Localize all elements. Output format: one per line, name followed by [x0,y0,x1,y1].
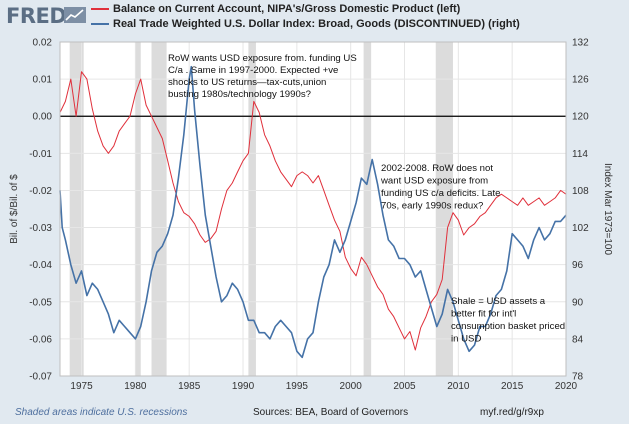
chart-footer: Shaded areas indicate U.S. recessions So… [0,404,629,424]
x-tick-label-9: 2020 [555,381,578,392]
legend-label-dollar-index: Real Trade Weighted U.S. Dollar Index: B… [113,18,520,30]
x-tick-label-3: 1990 [232,381,255,392]
x-tick-label-5: 2000 [340,381,363,392]
sources-text: Sources: BEA, Board of Governors [253,407,409,418]
legend-entry-current-account[interactable]: Balance on Current Account, NIPA's/Gross… [91,3,460,17]
x-tick-label-2: 1985 [178,381,201,392]
right-tick-label-7: 90 [572,297,584,308]
plot-border [59,41,567,377]
annotation-line: busting 1980s/technology 1990s? [168,89,311,100]
right-tick-label-9: 78 [572,372,584,383]
x-tick-label-0: 1975 [70,381,93,392]
axes: 0.02 0.01 0.00 -0.01 -0.02 -0.03 -0.04 -0.05 -0.… [9,38,613,393]
short-url-link[interactable]: myf.red/g/r9xp [480,407,544,418]
left-tick-label-6: -0.04 [29,260,52,271]
series-lines [59,65,567,359]
legend-swatch-red [91,8,109,11]
annotation-line: want USD exposure from [380,176,488,187]
right-tick-label-5: 102 [572,223,589,234]
left-tick-label-0: 0.02 [33,38,53,49]
left-tick-label-9: -0.07 [29,372,52,383]
current-account-line [59,71,567,351]
left-tick-label-1: 0.01 [33,75,53,86]
right-tick-label-3: 114 [572,149,588,160]
annotation-line: 2002-2008. RoW does not [381,163,493,174]
right-axis-title: Index Mar 1973=100 [602,163,613,255]
recession-band-0 [69,42,84,376]
legend-swatch-blue [91,23,109,26]
chart-area[interactable]: 0.02 0.01 0.00 -0.01 -0.02 -0.03 -0.04 -0.05 -0.… [0,36,629,404]
annotation-line: shocks to US returns—tax-cuts,union [168,77,326,88]
legend-label-current-account: Balance on Current Account, NIPA's/Gross… [113,3,461,15]
right-tick-label-4: 108 [572,186,589,197]
dollar-index-line [59,65,567,359]
chart-line-icon [64,7,86,23]
x-tick-label-4: 1995 [286,381,309,392]
annotations: RoW wants USD exposure from. funding US C… [168,53,565,345]
annotation-line: consumption basket priced [451,321,565,332]
left-axis-title: Bil. of $/Bil. of $ [9,174,20,244]
left-tick-label-7: -0.05 [29,297,52,308]
right-tick-label-1: 126 [572,75,589,86]
recession-note: Shaded areas indicate U.S. recessions [15,407,188,418]
annotation-shale: Shale = USD assets a better fit for int'l… [451,296,565,345]
chart-header: FRED Balance on Current Account, NIPA's/… [0,0,629,36]
left-tick-label-4: -0.02 [29,186,52,197]
x-tick-label-8: 2015 [501,381,524,392]
legend-entry-dollar-index[interactable]: Real Trade Weighted U.S. Dollar Index: B… [91,18,520,32]
annotation-line: RoW wants USD exposure from. funding US [168,53,357,64]
annotation-line: 70s, early 1990s redux? [381,201,483,212]
fred-logo[interactable]: FRED [6,4,67,28]
left-tick-label-8: -0.06 [29,334,52,345]
recession-band-4 [363,42,372,376]
left-tick-label-2: 0.00 [33,112,53,123]
left-tick-label-3: -0.01 [29,149,52,160]
annotation-line: better fit for int'l [451,309,516,320]
x-tick-label-1: 1980 [124,381,147,392]
annotation-row-2002: 2002-2008. RoW does not want USD exposure… [380,163,500,212]
right-tick-label-0: 132 [572,38,589,49]
annotation-line: in USD [451,334,481,345]
left-tick-label-5: -0.03 [29,223,52,234]
x-tick-label-7: 2010 [447,381,470,392]
right-tick-label-8: 84 [572,334,584,345]
recession-band-3 [248,42,256,376]
right-tick-label-2: 120 [572,112,589,123]
right-tick-label-6: 96 [572,260,584,271]
annotation-line: funding US c/a deficits. Late [381,188,500,199]
recession-band-2 [151,42,167,376]
annotation-row-usd-1997: RoW wants USD exposure from. funding US C… [168,53,357,100]
annotation-line: Shale = USD assets a [451,296,546,307]
annotation-line: C/a . Same in 1997-2000. Expected +ve [168,65,338,76]
recession-band-1 [135,42,141,376]
x-tick-label-6: 2005 [393,381,416,392]
